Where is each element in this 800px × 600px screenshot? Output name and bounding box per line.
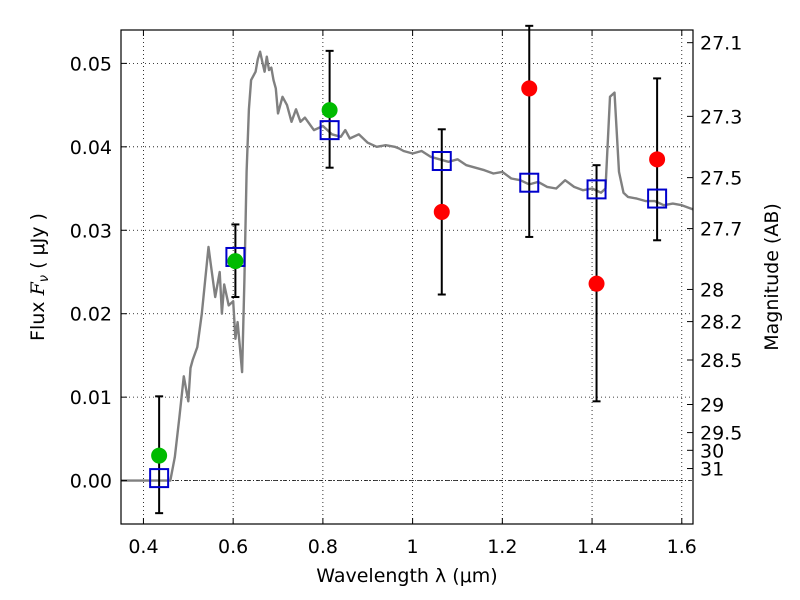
mag-tick-label: 27.5 bbox=[700, 168, 742, 190]
y-tick-label: 0.01 bbox=[70, 387, 112, 409]
observed-flux-point bbox=[151, 447, 168, 464]
x-axis-title: Wavelength λ (μm) bbox=[316, 565, 497, 587]
y-tick-label: 0.03 bbox=[70, 220, 112, 242]
x-tick-label: 1 bbox=[407, 536, 419, 558]
mag-tick-label: 30 bbox=[700, 440, 724, 462]
model-flux-square bbox=[149, 468, 170, 489]
model-photometry bbox=[149, 120, 668, 489]
y-axis: 0.00 0.01 0.02 0.03 0.04 0.05 bbox=[70, 53, 127, 493]
x-tick-label: 0.4 bbox=[128, 536, 158, 558]
model-flux-square bbox=[519, 172, 540, 193]
model-flux-square bbox=[431, 151, 452, 172]
y-tick-label: 0.02 bbox=[70, 304, 112, 326]
mag-tick-label: 28.5 bbox=[700, 350, 742, 372]
x-tick-label: 0.8 bbox=[308, 536, 338, 558]
mag-tick-label: 28.2 bbox=[700, 312, 742, 334]
model-flux-square bbox=[647, 188, 668, 209]
observed-flux-point bbox=[321, 102, 338, 119]
model-flux-square bbox=[319, 120, 340, 141]
mag-tick-label: 29.5 bbox=[700, 423, 742, 445]
y-axis-title-unit: ( μJy ) bbox=[27, 213, 49, 275]
observed-flux-point bbox=[588, 275, 605, 292]
mag-tick-label: 31 bbox=[700, 459, 724, 481]
plot-background bbox=[121, 30, 693, 524]
model-flux-square bbox=[586, 179, 607, 200]
plot-frame bbox=[120, 29, 694, 525]
x-tick-label: 1.2 bbox=[487, 536, 517, 558]
observed-flux-point bbox=[649, 151, 666, 168]
x-tick-label: 1.6 bbox=[667, 536, 697, 558]
spectrum-line bbox=[121, 50, 694, 482]
y-axis-title: Flux Fν ( μJy ) bbox=[27, 213, 52, 341]
right-axis-title: Magnitude (AB) bbox=[761, 203, 783, 351]
mag-tick-label: 27.1 bbox=[700, 33, 742, 55]
y-tick-label: 0.04 bbox=[70, 137, 112, 159]
mag-tick-label: 28 bbox=[700, 279, 724, 301]
x-tick-label: 1.4 bbox=[577, 536, 607, 558]
model-spectrum bbox=[121, 50, 694, 482]
y-tick-label: 0.05 bbox=[70, 53, 112, 75]
y-axis-title-prefix: Flux bbox=[27, 295, 49, 341]
y-axis-title-symbol: F bbox=[27, 281, 49, 296]
observed-flux-point bbox=[227, 253, 244, 270]
mag-tick-label: 27.7 bbox=[700, 219, 742, 241]
observed-flux-point bbox=[521, 80, 538, 97]
x-axis: 0.4 0.6 0.8 1 1.2 1.4 1.6 bbox=[128, 30, 697, 558]
x-tick-label: 0.6 bbox=[218, 536, 248, 558]
mag-tick-label: 27.3 bbox=[700, 106, 742, 128]
y-axis-title-subscript: ν bbox=[37, 275, 52, 282]
observed-flux-point bbox=[433, 203, 450, 220]
observed-photometry bbox=[151, 80, 666, 464]
mag-tick-label: 29 bbox=[700, 395, 724, 417]
grid bbox=[121, 30, 693, 524]
y-tick-label: 0.00 bbox=[70, 471, 112, 493]
